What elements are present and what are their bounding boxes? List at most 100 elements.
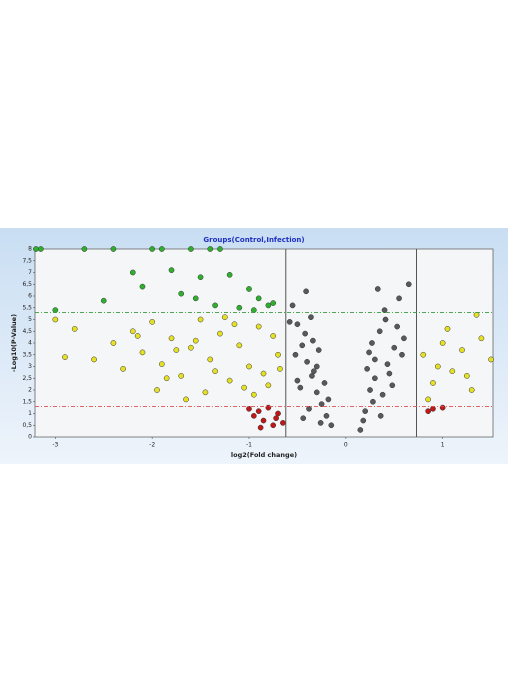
data-point: [313, 363, 320, 370]
data-point: [270, 333, 277, 339]
data-point: [178, 373, 185, 379]
data-point: [299, 342, 306, 349]
data-point: [372, 356, 378, 363]
data-point: [364, 366, 370, 372]
x-tick-label: 0: [344, 442, 348, 449]
y-tick-label: 5: [28, 316, 32, 323]
x-tick-label: 1: [441, 442, 445, 449]
data-point: [236, 342, 243, 349]
data-point: [270, 422, 277, 429]
data-point: [444, 326, 451, 332]
y-tick-label: 6: [28, 293, 32, 300]
data-point: [328, 422, 335, 429]
data-point: [315, 347, 322, 353]
data-point: [391, 344, 398, 351]
data-point: [294, 321, 301, 328]
data-point: [488, 356, 494, 363]
data-point: [396, 295, 402, 302]
data-point: [207, 246, 214, 252]
data-point: [289, 302, 296, 309]
data-point: [309, 373, 315, 379]
data-point: [420, 351, 427, 358]
y-axis-label: -Log10(P-Value): [10, 314, 18, 372]
data-point: [374, 286, 381, 292]
data-point: [379, 391, 386, 398]
data-point: [192, 337, 199, 344]
y-tick-label: 7: [28, 269, 32, 276]
data-point: [297, 384, 304, 391]
data-point: [202, 389, 209, 396]
data-point: [100, 297, 107, 304]
data-point: [81, 246, 88, 252]
data-point: [286, 319, 293, 325]
data-point: [386, 370, 393, 377]
data-point: [183, 396, 189, 403]
y-tick-label: 6,5: [22, 281, 32, 288]
y-tick-label: 8: [28, 246, 32, 253]
data-point: [434, 363, 441, 370]
data-point: [399, 351, 405, 358]
data-point: [246, 405, 252, 412]
y-tick-label: 4,5: [22, 328, 32, 335]
y-tick-label: 2,5: [22, 375, 32, 382]
data-point: [207, 356, 214, 363]
data-point: [323, 413, 330, 419]
data-point: [149, 319, 156, 325]
data-point: [425, 408, 431, 414]
y-tick-label: 2: [28, 387, 32, 394]
data-point: [370, 398, 376, 405]
y-tick-label: 0,5: [22, 422, 32, 429]
data-point: [265, 382, 272, 389]
data-point: [260, 417, 267, 424]
y-tick-label: 1: [28, 410, 32, 417]
data-point: [120, 366, 126, 372]
y-tick-label: 0: [28, 434, 32, 441]
data-point: [280, 420, 286, 426]
data-point: [277, 366, 283, 372]
data-point: [275, 351, 281, 358]
data-point: [250, 307, 257, 313]
data-point: [139, 349, 146, 356]
data-point: [464, 373, 470, 379]
data-point: [321, 380, 328, 386]
data-point: [306, 405, 312, 412]
data-point: [317, 420, 324, 426]
data-point: [257, 424, 264, 431]
data-point: [226, 377, 233, 384]
data-point: [255, 295, 262, 302]
data-point: [71, 326, 78, 332]
data-point: [217, 330, 223, 337]
data-point: [197, 316, 204, 323]
data-point: [149, 246, 156, 252]
y-tick-label: 4: [28, 340, 32, 347]
data-point: [318, 401, 325, 407]
data-point: [110, 340, 117, 346]
data-point: [366, 349, 372, 356]
x-tick-label: -1: [246, 442, 252, 449]
data-point: [255, 408, 262, 414]
data-point: [294, 377, 301, 384]
data-point: [292, 351, 299, 358]
data-point: [91, 356, 97, 363]
data-point: [62, 354, 68, 360]
data-point: [325, 396, 332, 403]
data-point: [52, 307, 59, 313]
data-point: [311, 368, 317, 375]
data-point: [231, 321, 238, 328]
x-tick-label: -3: [52, 442, 58, 449]
data-point: [129, 269, 136, 276]
y-tick-label: 1,5: [22, 398, 32, 405]
data-point: [178, 290, 185, 297]
data-point: [367, 387, 373, 393]
data-point: [382, 316, 389, 323]
data-point: [265, 404, 272, 411]
data-point: [430, 380, 436, 386]
data-point: [163, 375, 170, 382]
data-point: [300, 415, 307, 422]
data-point: [401, 335, 407, 342]
data-point: [173, 347, 180, 353]
data-point: [265, 302, 272, 309]
data-point: [275, 410, 281, 417]
